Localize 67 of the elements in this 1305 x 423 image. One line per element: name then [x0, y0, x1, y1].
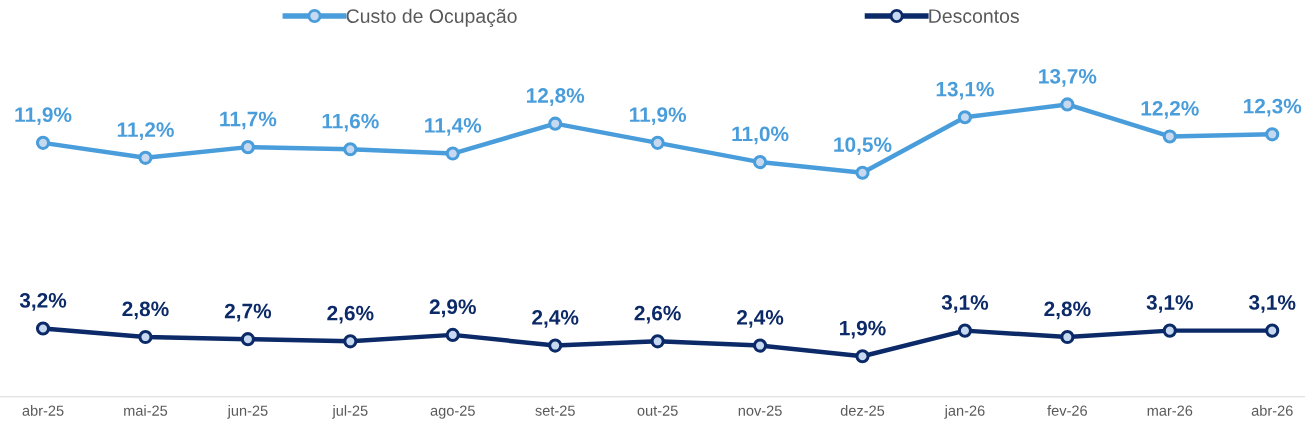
data-label: 11,6%	[322, 113, 379, 132]
point	[445, 146, 460, 161]
point	[35, 135, 51, 150]
data-label: 2,8%	[1044, 301, 1091, 320]
point	[138, 150, 153, 165]
point	[957, 110, 973, 125]
data-label: 11,2%	[117, 122, 174, 141]
point	[650, 334, 665, 349]
data-label: 1,9%	[840, 320, 886, 339]
point	[343, 142, 358, 157]
x-tick-label: abr-26	[1251, 405, 1293, 416]
point	[240, 332, 255, 347]
legend-label: Descontos	[929, 9, 1019, 23]
point	[650, 135, 665, 150]
data-label: 3,1%	[1146, 295, 1193, 313]
data-label: 12,3%	[1244, 98, 1302, 117]
point	[1265, 127, 1280, 142]
point	[855, 165, 870, 180]
data-label: 3,1%	[941, 295, 989, 313]
x-tick-label: jul-25	[332, 405, 368, 419]
x-tick-label: jun-25	[227, 405, 268, 419]
x-tick-label: mai-25	[124, 405, 168, 416]
point	[855, 349, 870, 364]
point	[548, 338, 563, 353]
x-tick-label: out-25	[637, 405, 678, 416]
point	[343, 334, 358, 349]
data-label: 11,4%	[425, 118, 482, 136]
data-label: 11,9%	[15, 107, 72, 126]
data-label: 13,7%	[1039, 68, 1097, 87]
point	[957, 323, 973, 338]
legend-label: Custo de Ocupação	[346, 8, 517, 27]
data-label: 3,2%	[19, 292, 67, 311]
data-label: 2,7%	[224, 303, 272, 322]
point	[752, 338, 768, 353]
x-tick-label: mar-26	[1147, 405, 1193, 416]
data-label: 2,6%	[634, 305, 681, 324]
point	[35, 321, 51, 336]
x-tick-label: set-25	[535, 405, 575, 416]
point	[138, 329, 153, 345]
x-tick-label: ago-25	[430, 405, 475, 419]
point	[752, 154, 768, 170]
point	[1060, 97, 1075, 112]
data-label: 12,8%	[526, 88, 585, 106]
data-label: 11,0%	[732, 126, 789, 145]
data-label: 2,9%	[429, 299, 476, 318]
point	[1162, 323, 1177, 338]
x-tick-label: dez-25	[840, 405, 885, 416]
x-tick-label: jan-26	[944, 405, 985, 419]
x-tick-label: nov-25	[738, 405, 782, 416]
point	[548, 116, 563, 131]
data-label: 2,4%	[737, 310, 784, 328]
x-tick-label: abr-25	[22, 405, 64, 416]
data-label: 12,2%	[1141, 100, 1199, 119]
data-label: 3,1%	[1248, 295, 1296, 313]
point	[1265, 323, 1280, 338]
data-label: 11,9%	[629, 107, 687, 126]
point	[1162, 129, 1177, 144]
point	[445, 327, 460, 342]
data-label: 2,6%	[327, 305, 374, 324]
point	[1060, 329, 1075, 345]
data-label: 13,1%	[936, 81, 994, 100]
x-tick-label: fev-26	[1047, 405, 1087, 416]
data-label: 11,7%	[220, 111, 277, 130]
data-label: 2,8%	[122, 301, 169, 320]
data-label: 2,4%	[532, 310, 579, 328]
data-label: 10,5%	[834, 137, 892, 155]
point	[240, 140, 255, 155]
